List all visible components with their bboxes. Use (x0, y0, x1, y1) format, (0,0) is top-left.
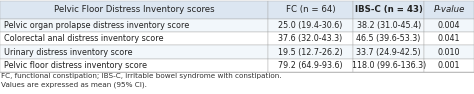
Bar (353, 19, 424, 32)
Text: Values are expressed as mean (95% CI).: Values are expressed as mean (95% CI). (1, 82, 147, 88)
Bar (0, 59, 268, 72)
Text: 38.2 (31.0-45.4): 38.2 (31.0-45.4) (356, 21, 421, 30)
Bar (424, 1, 474, 19)
Bar (0, 19, 268, 32)
Text: 33.7 (24.9-42.5): 33.7 (24.9-42.5) (356, 48, 421, 57)
Text: P-value: P-value (433, 5, 465, 14)
Text: 0.004: 0.004 (438, 21, 460, 30)
Text: 25.0 (19.4-30.6): 25.0 (19.4-30.6) (278, 21, 343, 30)
Text: 0.010: 0.010 (438, 48, 460, 57)
Bar (353, 1, 424, 19)
Bar (268, 45, 353, 59)
Bar (353, 32, 424, 45)
Text: 19.5 (12.7-26.2): 19.5 (12.7-26.2) (278, 48, 343, 57)
Bar (424, 45, 474, 59)
Text: Colorectal anal distress inventory score: Colorectal anal distress inventory score (4, 34, 163, 43)
Bar (353, 59, 424, 72)
Text: Urinary distress inventory score: Urinary distress inventory score (4, 48, 132, 57)
Bar (424, 32, 474, 45)
Text: FC, functional constipation; IBS-C, irritable bowel syndrome with constipation.: FC, functional constipation; IBS-C, irri… (1, 73, 282, 79)
Text: 118.0 (99.6-136.3): 118.0 (99.6-136.3) (352, 61, 426, 70)
Bar (268, 32, 353, 45)
Bar (424, 59, 474, 72)
Text: Pelvic organ prolapse distress inventory score: Pelvic organ prolapse distress inventory… (4, 21, 189, 30)
Text: 37.6 (32.0-43.3): 37.6 (32.0-43.3) (278, 34, 343, 43)
Bar (268, 1, 353, 19)
Text: Pelvic Floor Distress Inventory scores: Pelvic Floor Distress Inventory scores (54, 5, 214, 14)
Bar (353, 45, 424, 59)
Text: 0.041: 0.041 (438, 34, 460, 43)
Bar (424, 19, 474, 32)
Text: 46.5 (39.6-53.3): 46.5 (39.6-53.3) (356, 34, 421, 43)
Text: Pelvic floor distress inventory score: Pelvic floor distress inventory score (4, 61, 147, 70)
Bar (268, 59, 353, 72)
Text: IBS-C (n = 43): IBS-C (n = 43) (355, 5, 423, 14)
Bar (0, 1, 268, 19)
Bar (268, 19, 353, 32)
Text: FC (n = 64): FC (n = 64) (286, 5, 335, 14)
Text: 0.001: 0.001 (438, 61, 460, 70)
Bar (0, 32, 268, 45)
Bar (0, 45, 268, 59)
Text: 79.2 (64.9-93.6): 79.2 (64.9-93.6) (278, 61, 343, 70)
